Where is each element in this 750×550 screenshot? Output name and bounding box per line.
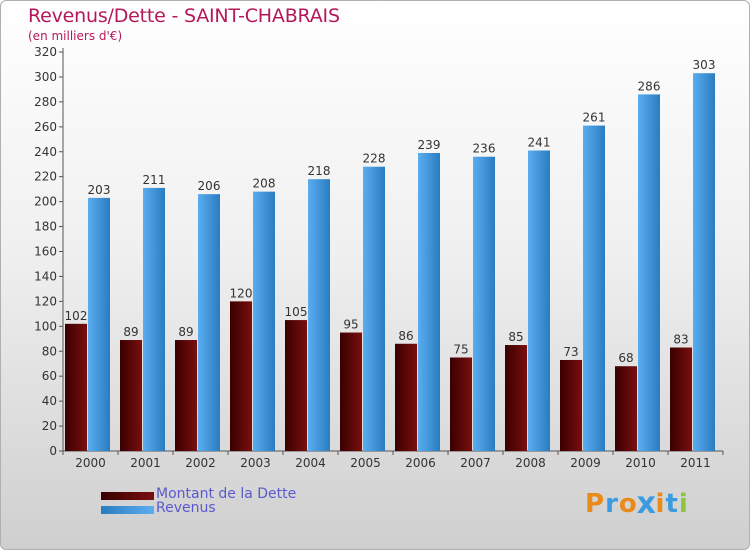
y-tick-label: 180: [34, 220, 57, 234]
logo-letter: o: [618, 489, 638, 519]
bar-revenus: [583, 125, 605, 452]
bar-dette: [560, 359, 582, 451]
y-tick-label: 160: [34, 245, 57, 259]
y-tick-label: 100: [34, 319, 57, 333]
x-tick-label: 2011: [680, 456, 711, 470]
data-label-revenus: 286: [638, 79, 661, 93]
y-tick-label: 0: [49, 444, 57, 458]
y-tick-label: 280: [34, 95, 57, 109]
bar-revenus: [528, 150, 550, 452]
y-tick-label: 320: [34, 45, 57, 59]
y-tick-label: 40: [42, 394, 57, 408]
data-label-dette: 102: [65, 309, 88, 323]
x-tick-label: 2003: [240, 456, 271, 470]
logo-letter: P: [585, 489, 606, 519]
data-label-dette: 73: [563, 345, 578, 359]
data-label-dette: 68: [618, 351, 633, 365]
y-tick-label: 60: [42, 369, 57, 383]
x-tick-label: 2010: [625, 456, 656, 470]
data-label-revenus: 261: [583, 111, 606, 125]
bar-revenus: [363, 166, 385, 451]
x-tick-label: 2002: [185, 456, 216, 470]
x-tick-label: 2007: [460, 456, 491, 470]
y-tick-label: 140: [34, 269, 57, 283]
bar-revenus: [198, 194, 220, 452]
data-label-revenus: 218: [308, 164, 331, 178]
bar-dette: [505, 345, 527, 451]
data-label-revenus: 303: [693, 58, 716, 72]
bar-revenus: [693, 73, 715, 452]
logo-letter: i: [655, 489, 666, 519]
x-tick-label: 2005: [350, 456, 381, 470]
logo-letter: t: [665, 489, 679, 519]
bar-revenus: [88, 197, 110, 451]
bar-dette: [450, 357, 472, 451]
data-label-dette: 89: [123, 325, 138, 339]
data-label-dette: 85: [508, 330, 523, 344]
x-tick-label: 2000: [75, 456, 106, 470]
bar-revenus: [308, 179, 330, 451]
x-tick-label: 2009: [570, 456, 601, 470]
data-label-revenus: 228: [363, 152, 386, 166]
bar-dette: [670, 347, 692, 451]
bar-dette: [615, 366, 637, 451]
data-label-dette: 83: [673, 333, 688, 347]
data-label-dette: 95: [343, 318, 358, 332]
bar-revenus: [473, 156, 495, 452]
data-label-revenus: 239: [418, 138, 441, 152]
data-label-revenus: 211: [143, 173, 166, 187]
data-label-revenus: 203: [88, 183, 111, 197]
x-tick-label: 2006: [405, 456, 436, 470]
data-label-dette: 105: [285, 305, 308, 319]
bar-revenus: [638, 94, 660, 452]
chart-subtitle: (en milliers d'€): [28, 29, 123, 43]
bar-revenus: [253, 191, 275, 451]
bar-dette: [120, 340, 142, 451]
x-tick-label: 2008: [515, 456, 546, 470]
bar-dette: [340, 332, 362, 451]
bar-dette: [395, 343, 417, 451]
legend-swatch-dette: [101, 492, 154, 500]
data-label-dette: 89: [178, 325, 193, 339]
data-label-dette: 75: [453, 342, 468, 356]
legend-label-dette: Montant de la Dette: [156, 486, 297, 502]
x-tick-label: 2004: [295, 456, 326, 470]
chart-title: Revenus/Dette - SAINT-CHABRAIS: [28, 5, 340, 27]
bar-dette: [285, 320, 307, 451]
data-label-revenus: 236: [473, 142, 496, 156]
logo-letter: x: [636, 486, 657, 522]
y-tick-label: 300: [34, 70, 57, 84]
logo-letter: i: [678, 489, 689, 519]
y-tick-label: 20: [42, 419, 57, 433]
y-tick-label: 220: [34, 170, 57, 184]
logo-letter: r: [605, 489, 619, 519]
y-tick-label: 120: [34, 294, 57, 308]
x-tick-label: 2001: [130, 456, 161, 470]
y-tick-label: 200: [34, 195, 57, 209]
proxiti-logo: Proxiti: [585, 486, 689, 522]
bar-dette: [175, 340, 197, 451]
y-tick-label: 260: [34, 120, 57, 134]
data-label-revenus: 241: [528, 136, 551, 150]
data-label-dette: 86: [398, 329, 413, 343]
legend-label-revenus: Revenus: [156, 500, 216, 516]
y-tick-label: 80: [42, 344, 57, 358]
y-tick-label: 240: [34, 145, 57, 159]
bar-dette: [230, 301, 252, 451]
bar-revenus: [418, 152, 440, 451]
data-label-dette: 120: [230, 286, 253, 300]
data-label-revenus: 208: [253, 177, 276, 191]
data-label-revenus: 206: [198, 179, 221, 193]
bar-dette: [65, 323, 87, 451]
legend-swatch-revenus: [101, 506, 154, 514]
bar-revenus: [143, 187, 165, 452]
